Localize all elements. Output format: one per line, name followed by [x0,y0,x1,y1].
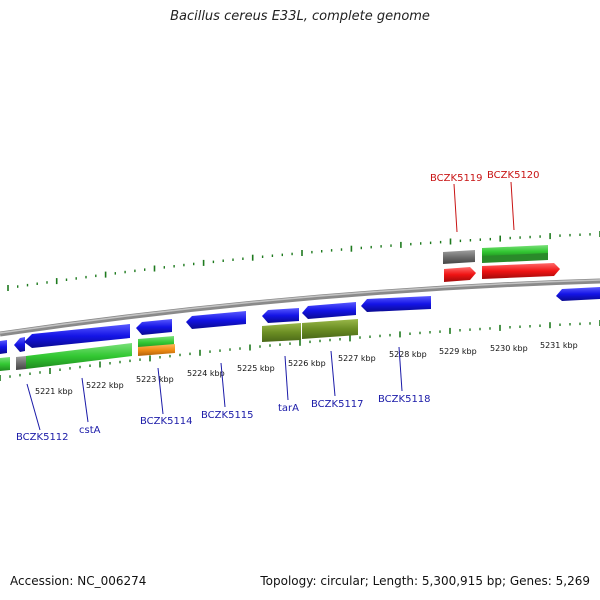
gene-arrow [136,319,172,335]
feature-block [262,323,301,342]
kbp-label: 5229 kbp [439,347,477,356]
kbp-label: 5230 kbp [490,344,528,353]
gene-arrow [24,324,130,348]
gene-label-bczk5114: BCZK5114 [140,416,193,427]
gene-arrow [444,267,476,282]
feature-block [482,253,548,263]
genome-backbone [0,278,600,337]
gene-label-bczk5115: BCZK5115 [201,410,254,421]
bottom-leader-lines [26,346,403,431]
gene-arrow [262,308,299,323]
top-leader-lines [453,181,515,233]
top-gene-labels: BCZK5119 BCZK5120 [430,170,540,184]
kbp-label: 5222 kbp [86,381,124,390]
kbp-labels: 5221 kbp 5222 kbp 5223 kbp 5224 kbp 5225… [35,341,578,396]
gene-arrow [556,287,600,301]
kbp-label: 5231 kbp [540,341,578,350]
kbp-label: 5228 kbp [389,350,427,359]
upper-tick-ruler [7,231,600,291]
reverse-strand-features [0,319,358,371]
kbp-label: 5224 kbp [187,369,225,378]
kbp-label: 5226 kbp [288,359,326,368]
kbp-label: 5227 kbp [338,354,376,363]
feature-block [302,319,358,339]
map-title: Bacillus cereus E33L, complete genome [170,9,430,24]
feature-block [0,357,10,371]
topology-text: Topology: circular; Length: 5,300,915 bp… [260,574,590,588]
feature-block [16,356,26,370]
kbp-label: 5223 kbp [136,375,174,384]
kbp-label: 5225 kbp [237,364,275,373]
forward-strand-genes [443,245,560,282]
gene-label-bczk5119: BCZK5119 [430,173,483,184]
gene-label-tara: tarA [278,403,299,414]
gene-arrow [14,337,25,352]
gene-arrow [0,340,7,354]
gene-label-bczk5117: BCZK5117 [311,399,364,410]
feature-block [443,250,475,264]
lower-tick-ruler [0,320,600,381]
gene-label-csta: cstA [79,425,101,436]
bottom-gene-labels: BCZK5112 cstA BCZK5114 BCZK5115 tarA BCZ… [16,394,431,443]
gene-arrow [302,302,356,319]
feature-block [26,343,132,369]
gene-arrow [186,311,246,329]
feature-block [138,344,175,356]
kbp-label: 5221 kbp [35,387,73,396]
gene-arrow [482,263,560,279]
gene-arrow [361,296,431,312]
reverse-strand-genes [0,287,600,354]
gene-label-bczk5112: BCZK5112 [16,432,69,443]
gene-label-bczk5120: BCZK5120 [487,170,540,181]
accession-text: Accession: NC_006274 [10,574,147,588]
gene-label-bczk5118: BCZK5118 [378,394,431,405]
